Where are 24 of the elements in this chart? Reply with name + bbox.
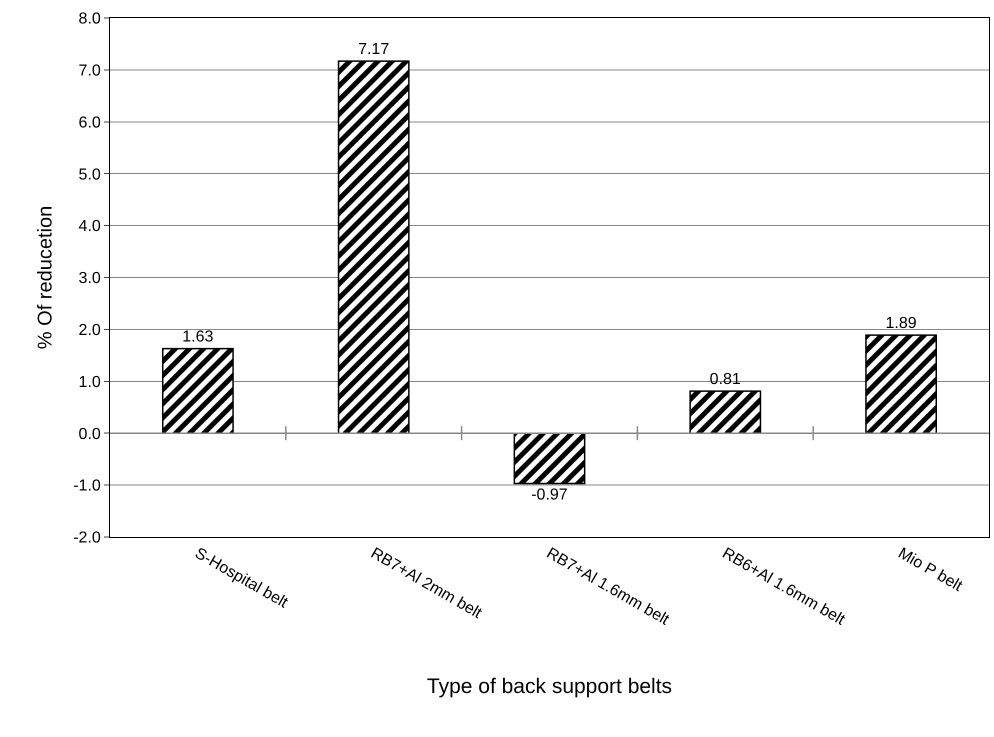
y-tick-label: 1.0 [78, 374, 101, 391]
bar [865, 334, 938, 434]
bar [514, 432, 586, 484]
x-tick-label: Mio P belt [895, 544, 966, 596]
y-tick-label: -1.0 [73, 478, 101, 495]
y-tick-label: 6.0 [78, 114, 101, 132]
data-label: 1.63 [182, 328, 214, 346]
y-tick-label: 4.0 [78, 218, 101, 236]
y-axis-title: % Of reducetion [34, 206, 57, 350]
y-tick-label: 5.0 [78, 166, 101, 184]
x-axis-title: Type of back support belts [426, 675, 672, 698]
y-tick-label: 2.0 [78, 322, 101, 339]
data-label: -0.97 [531, 486, 568, 504]
bar [338, 60, 410, 434]
y-tick-label: 0.0 [78, 426, 101, 443]
data-label: 1.89 [885, 315, 917, 332]
y-tick-label: 7.0 [78, 62, 101, 80]
y-tick-label: 3.0 [78, 270, 101, 288]
data-label: 7.17 [358, 41, 390, 58]
y-tick-label: -2.0 [73, 530, 101, 547]
bar [162, 348, 234, 434]
data-label: 0.81 [710, 371, 741, 388]
y-tick-label: 8.0 [78, 10, 101, 28]
bar [689, 390, 762, 434]
